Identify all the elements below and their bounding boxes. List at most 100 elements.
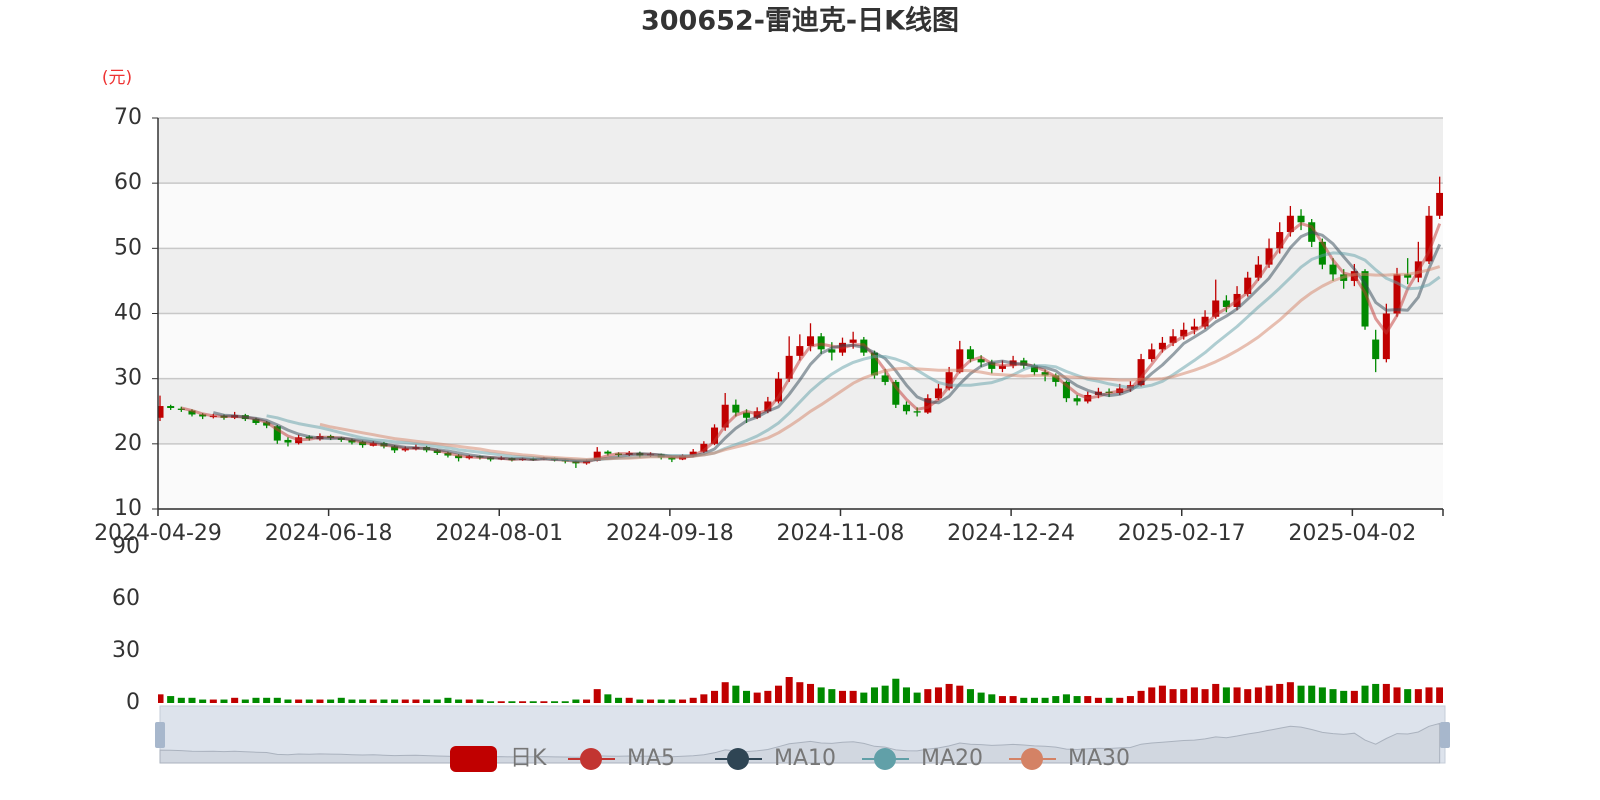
x-tick-label: 2024-06-18 <box>265 521 393 546</box>
x-tick-label: 2024-11-08 <box>777 521 905 546</box>
volume-bar <box>551 701 559 703</box>
volume-bar <box>593 689 601 703</box>
volume-bar <box>753 692 761 703</box>
slider-handle[interactable] <box>1440 722 1450 748</box>
volume-bar <box>209 699 217 703</box>
zoom-slider[interactable] <box>155 705 1450 764</box>
candle-body <box>849 339 857 343</box>
candle-body <box>785 355 793 379</box>
legend-item[interactable]: MA10 <box>715 746 836 771</box>
volume-bar <box>913 692 921 703</box>
candle-body <box>1148 349 1156 360</box>
volume-bar <box>199 699 207 703</box>
legend-item[interactable]: MA30 <box>1009 746 1130 771</box>
volume-bar <box>337 697 345 703</box>
candle-body <box>1137 359 1145 386</box>
candle-body <box>1318 241 1326 265</box>
volume-bar <box>1094 697 1102 703</box>
plot-background <box>158 118 1443 509</box>
volume-bar <box>295 699 303 703</box>
candle-body <box>806 336 815 347</box>
candle-body <box>700 443 708 452</box>
volume-bar <box>1009 696 1017 703</box>
volume-bar <box>924 689 932 703</box>
legend-item[interactable]: MA20 <box>862 746 983 771</box>
volume-bar <box>1329 689 1337 703</box>
volume-bar <box>423 699 431 703</box>
candle-body <box>892 381 900 405</box>
volume-bar <box>636 699 644 703</box>
volume-bar <box>465 699 473 703</box>
legend-item[interactable]: MA5 <box>568 746 675 771</box>
volume-bar <box>806 683 815 703</box>
candle-body <box>870 352 879 376</box>
volume-bar <box>241 699 249 703</box>
volume-bar <box>1254 687 1262 703</box>
volume-bar <box>1158 685 1166 703</box>
x-tick-label: 2024-09-18 <box>606 521 734 546</box>
volume-bar <box>252 697 260 703</box>
candle-body <box>998 365 1006 369</box>
candle-body <box>902 404 910 412</box>
volume-bar <box>988 694 996 703</box>
volume-bar <box>369 699 377 703</box>
volume-bar <box>934 687 942 703</box>
candle-body <box>252 419 260 423</box>
volume-bar <box>263 697 271 703</box>
volume-bar <box>1318 687 1326 703</box>
volume-bar <box>881 685 889 703</box>
candle-body <box>284 439 292 443</box>
volume-bar <box>284 699 292 703</box>
volume-bar <box>849 690 857 703</box>
candle-body <box>188 410 196 415</box>
volume-bar <box>1180 689 1188 703</box>
grid-band <box>158 118 1443 184</box>
volume-bar <box>305 699 313 703</box>
volume-bar <box>519 701 527 703</box>
volume-bar <box>455 699 463 703</box>
volume-bar <box>1372 683 1380 703</box>
volume-bar <box>158 694 164 703</box>
volume-bar <box>476 699 484 703</box>
volume-bar <box>1340 690 1348 703</box>
volume-bar <box>433 699 441 703</box>
volume-bar <box>540 701 548 703</box>
grid-band <box>158 313 1443 379</box>
volume-bar <box>945 683 953 703</box>
volume-bar <box>572 699 580 703</box>
candle-body <box>1180 329 1188 337</box>
candle-body <box>1222 300 1230 307</box>
volume-bar <box>487 701 495 703</box>
volume-bar <box>1020 697 1028 703</box>
candle-body <box>945 372 953 389</box>
volume-bar <box>668 699 676 703</box>
volume-bar <box>273 697 281 703</box>
candle-body <box>1372 339 1380 360</box>
volume-bar <box>1126 696 1134 703</box>
legend-swatch <box>874 748 896 770</box>
candle-body <box>391 446 399 451</box>
candle-body <box>158 406 164 418</box>
y-tick-label: 40 <box>114 301 142 326</box>
candle-body <box>1201 316 1209 327</box>
legend-swatch <box>727 748 749 770</box>
volume-bar <box>732 685 740 703</box>
volume-bar <box>1297 685 1305 703</box>
volume-bar <box>966 689 974 703</box>
slider-handle[interactable] <box>155 722 165 748</box>
y-tick-label: 50 <box>114 235 142 260</box>
volume-bar <box>391 699 399 703</box>
candle-body <box>1158 342 1166 350</box>
candle-body <box>1062 381 1070 399</box>
candle-body <box>732 404 740 413</box>
volume-bar <box>188 697 196 703</box>
legend-item[interactable]: 日K <box>450 746 547 772</box>
candle-body <box>1425 215 1433 262</box>
candle-body <box>774 378 783 402</box>
candle-body <box>1073 398 1081 402</box>
volume-bar <box>1436 687 1443 703</box>
candle-body <box>1276 232 1284 249</box>
candle-body <box>1169 336 1177 343</box>
y-tick-label: 30 <box>114 366 142 391</box>
